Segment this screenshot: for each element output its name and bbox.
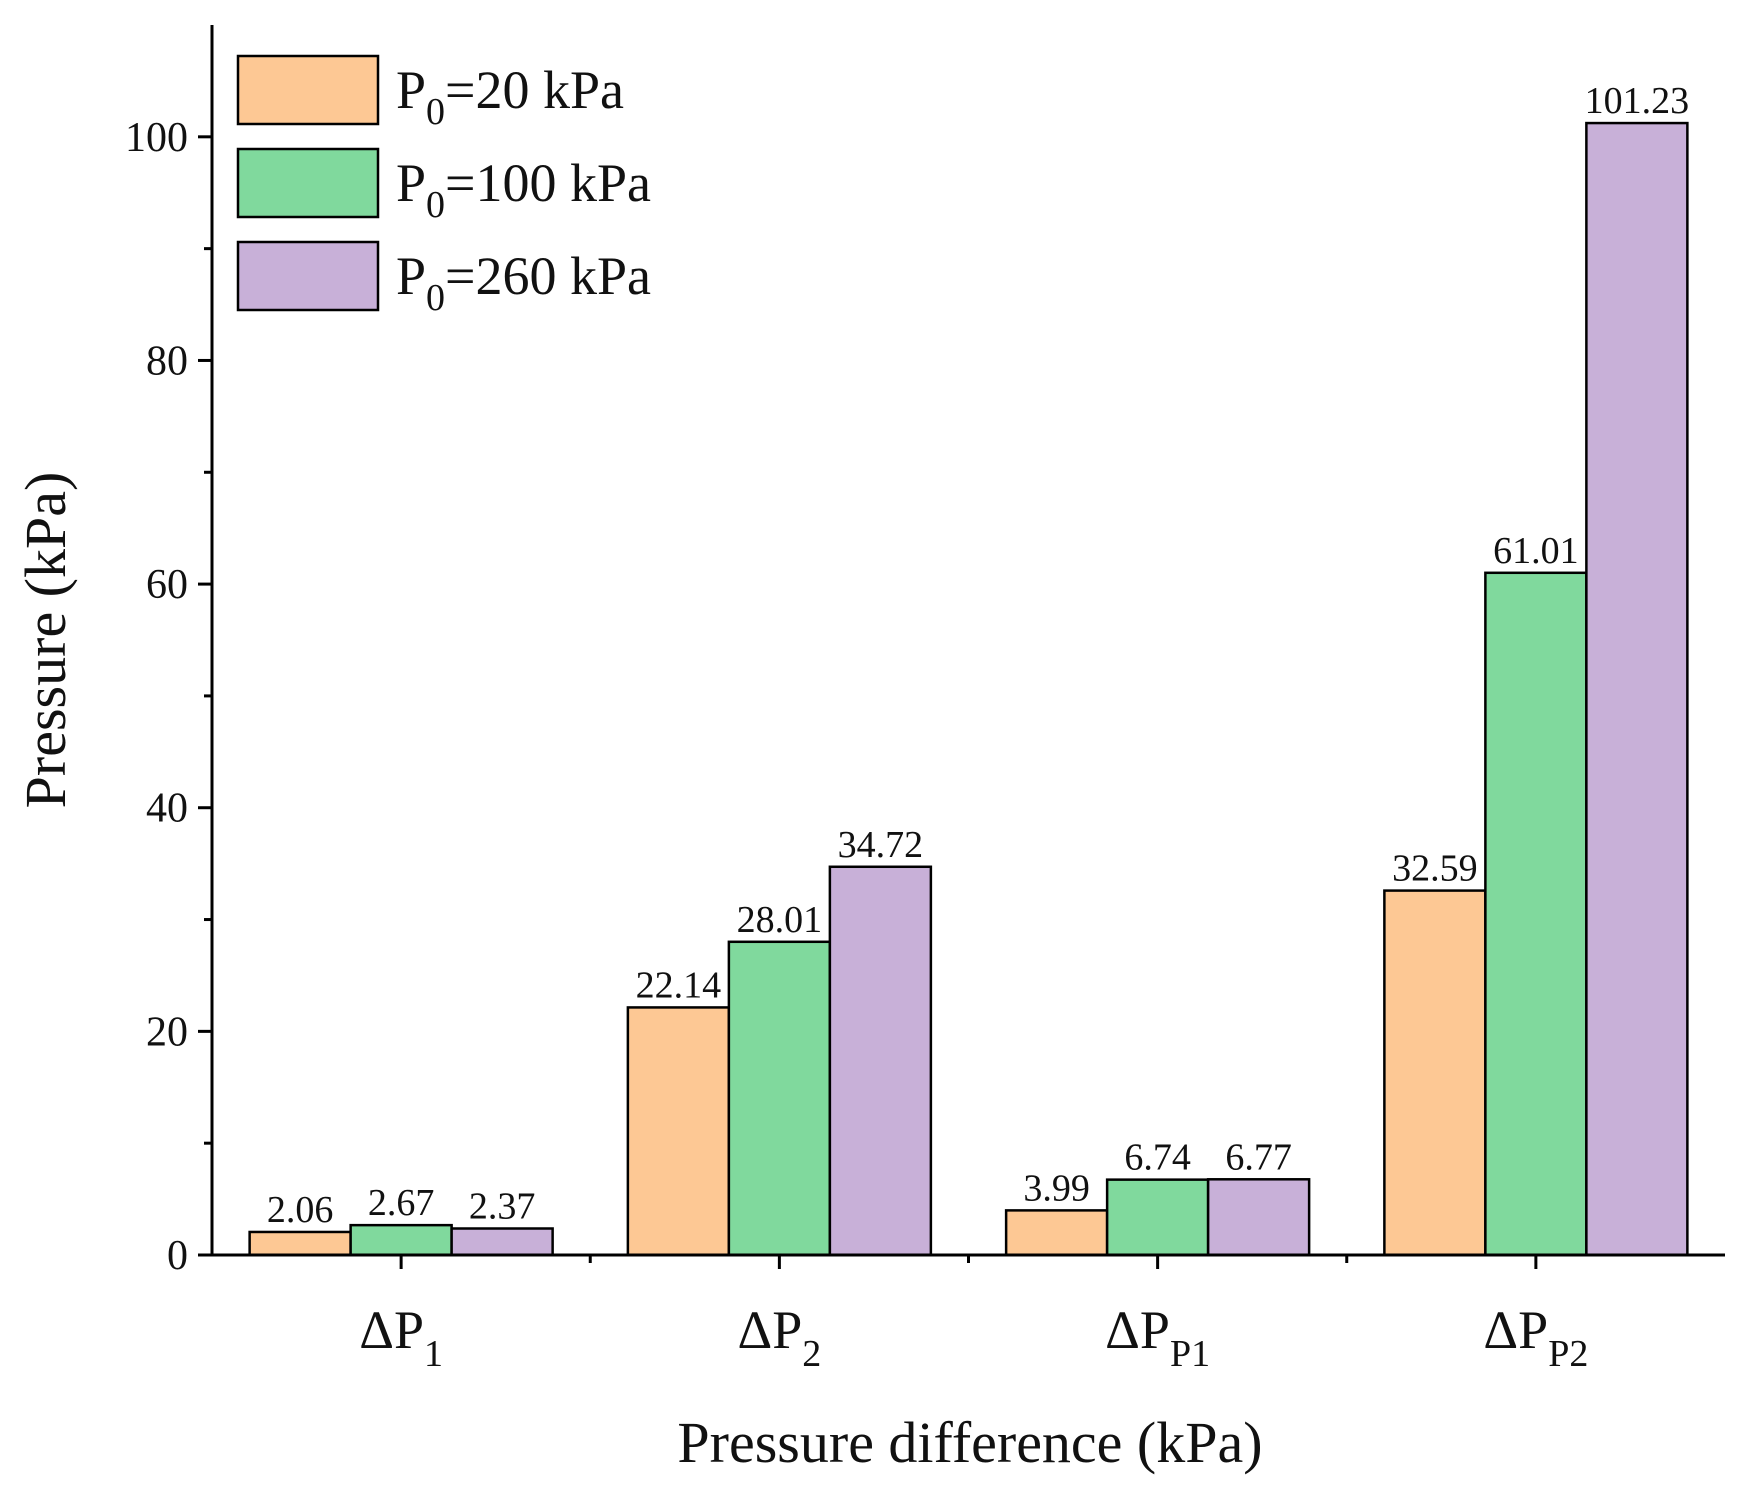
legend-label-0: P0=20 kPa <box>396 60 624 133</box>
x-tick-label-3: ΔPP2 <box>1483 1300 1588 1375</box>
y-axis-title: Pressure (kPa) <box>13 472 78 809</box>
data-label-s0-c3: 32.59 <box>1392 848 1478 890</box>
data-label-s0-c2: 3.99 <box>1023 1167 1090 1209</box>
legend-swatch-2 <box>236 240 380 312</box>
x-tick-label-2: ΔPP1 <box>1105 1300 1210 1375</box>
data-label-s0-c1: 22.14 <box>636 964 722 1006</box>
data-label-s2-c0: 2.37 <box>469 1185 536 1227</box>
x-axis-title: Pressure difference (kPa) <box>677 1410 1262 1475</box>
y-tick-label-4: 80 <box>146 338 188 384</box>
data-label-s1-c0: 2.67 <box>368 1182 435 1224</box>
data-label-s1-c3: 61.01 <box>1493 530 1579 572</box>
y-tick-label-3: 60 <box>146 562 188 608</box>
x-tick-label-1: ΔP2 <box>737 1300 821 1375</box>
axes-layer: 0 20 40 60 80 100 ΔP1 ΔP2 ΔPP1 ΔPP2 <box>125 25 1725 1375</box>
legend-label-2: P0=260 kPa <box>396 246 651 319</box>
y-tick-label-0: 0 <box>167 1233 188 1279</box>
legend-swatch-1 <box>236 147 380 219</box>
data-label-s2-c2: 6.77 <box>1225 1136 1292 1178</box>
data-labels-layer: 2.06 22.14 3.99 32.59 2.67 28.01 6.74 61.01 2.37… <box>267 80 1689 1231</box>
bar-s0-c1 <box>626 1006 731 1257</box>
bar-s1-c2 <box>1105 1178 1210 1257</box>
y-tick-label-2: 40 <box>146 786 188 832</box>
data-label-s2-c3: 101.23 <box>1585 80 1690 122</box>
bar-s2-c2 <box>1206 1178 1311 1257</box>
bar-s1-c1 <box>727 940 832 1257</box>
y-tick-label-1: 20 <box>146 1009 188 1055</box>
legend-label-1: P0=100 kPa <box>396 153 651 226</box>
bar-s2-c3 <box>1585 121 1689 1257</box>
data-label-s2-c1: 34.72 <box>838 824 924 866</box>
bar-s0-c2 <box>1004 1209 1109 1257</box>
data-label-s1-c1: 28.01 <box>737 899 823 941</box>
data-label-s1-c2: 6.74 <box>1124 1137 1191 1179</box>
bar-s1-c3 <box>1484 571 1588 1257</box>
y-tick-label-5: 100 <box>125 115 188 161</box>
bar-s0-c0 <box>248 1230 352 1257</box>
bar-s2-c1 <box>828 865 933 1257</box>
data-label-s0-c0: 2.06 <box>267 1189 334 1231</box>
bar-s2-c0 <box>450 1227 554 1257</box>
bar-s0-c3 <box>1383 889 1487 1257</box>
legend-swatch-0 <box>236 54 380 126</box>
legend: P0=20 kPa P0=100 kPa P0=260 kPa <box>236 54 651 319</box>
bars-layer <box>248 121 1689 1257</box>
x-tick-label-0: ΔP1 <box>359 1300 443 1375</box>
bar-s1-c0 <box>349 1223 453 1257</box>
